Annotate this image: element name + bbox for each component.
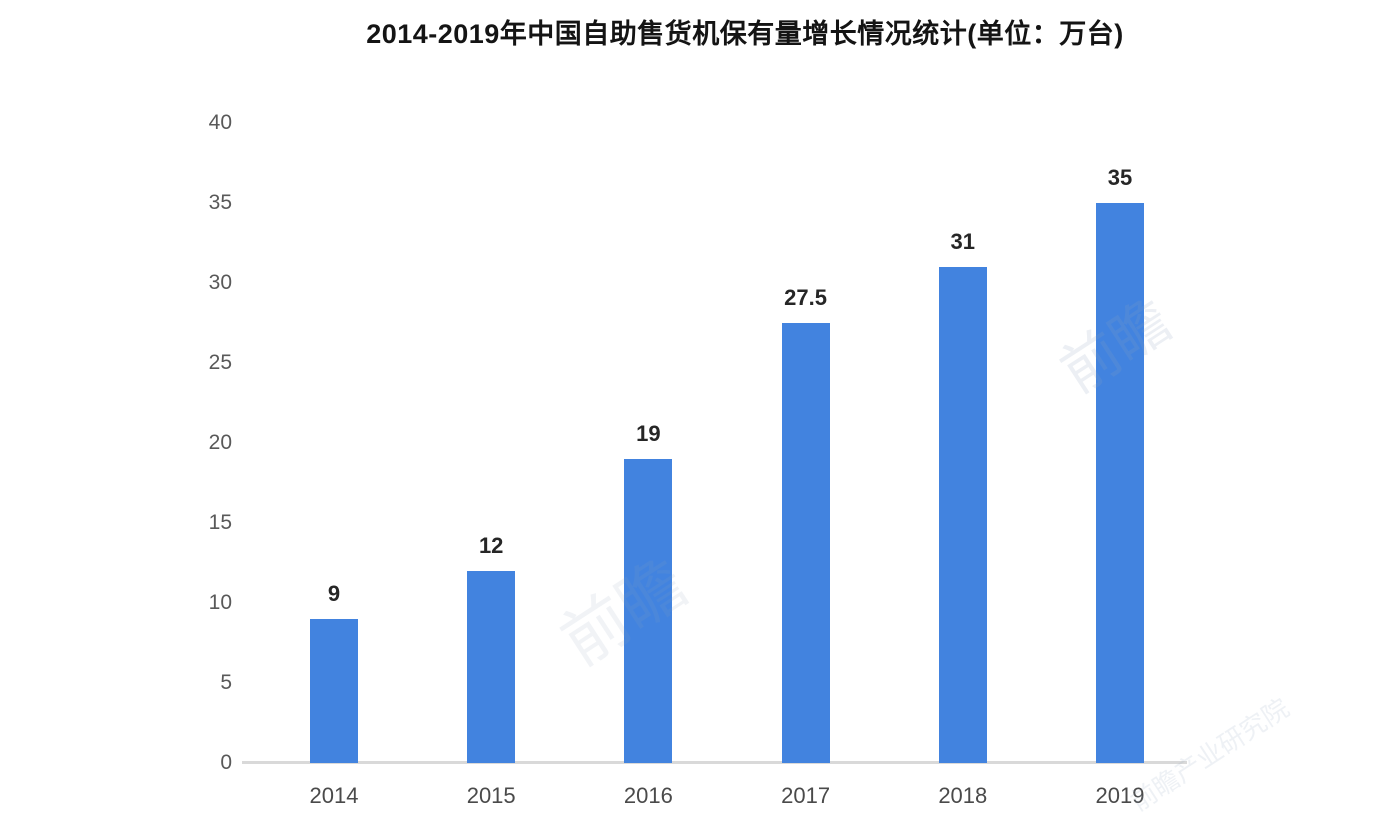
- y-axis-tick-label: 10: [208, 591, 232, 614]
- bar-value-label: 27.5: [784, 285, 827, 310]
- y-axis-tick-label: 35: [208, 191, 232, 214]
- y-axis-tick-label: 15: [208, 511, 232, 534]
- y-axis-tick-label: 5: [220, 671, 232, 694]
- bar-value-label: 31: [950, 229, 976, 254]
- bar-2017: [781, 323, 830, 763]
- bar-value-label: 35: [1107, 165, 1133, 190]
- bar-2018: [938, 267, 987, 763]
- bar-2015: [467, 571, 516, 763]
- bar-2016: [624, 459, 673, 763]
- x-axis-tick-label: 2016: [623, 783, 673, 808]
- y-axis-tick-label: 40: [208, 111, 232, 134]
- bar-value-label: 12: [478, 533, 504, 558]
- chart-title: 2014-2019年中国自助售货机保有量增长情况统计(单位：万台): [366, 19, 1124, 49]
- bar-value-label: 19: [636, 421, 661, 446]
- y-axis-tick-label: 0: [220, 751, 232, 774]
- bar-2019: [1096, 203, 1144, 763]
- y-axis-tick-label: 25: [208, 351, 232, 374]
- watermark-text: 前瞻: [540, 532, 703, 684]
- x-axis-tick-label: 2014: [309, 783, 359, 808]
- y-axis-tick-label: 30: [208, 271, 232, 294]
- x-axis-tick-label: 2019: [1095, 783, 1145, 808]
- bar-2014: [310, 619, 358, 763]
- y-axis-tick-label: 20: [208, 431, 232, 454]
- x-axis-line: [242, 761, 1187, 764]
- x-axis-tick-label: 2018: [938, 783, 988, 808]
- x-axis-tick-label: 2017: [781, 783, 831, 808]
- x-axis-tick-label: 2015: [466, 783, 516, 808]
- bar-value-label: 9: [327, 581, 341, 606]
